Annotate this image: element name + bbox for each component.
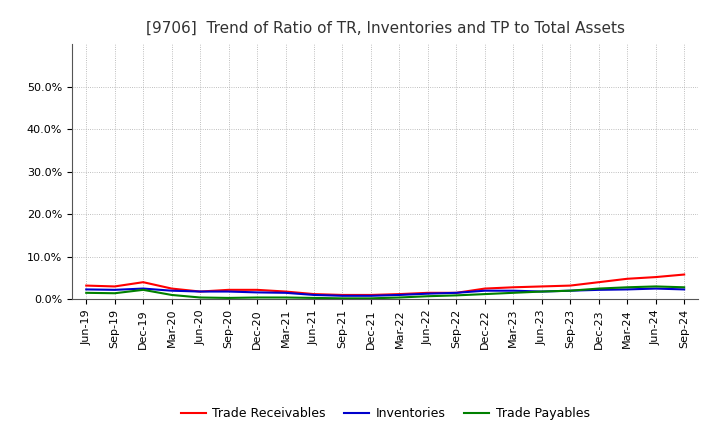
Trade Receivables — [509, 285, 518, 290]
Inventories — [480, 288, 489, 293]
Trade Receivables — [310, 291, 318, 297]
Trade Payables — [395, 295, 404, 300]
Inventories — [366, 293, 375, 298]
Inventories — [423, 291, 432, 296]
Line: Trade Payables: Trade Payables — [86, 286, 684, 298]
Trade Payables — [196, 295, 204, 300]
Trade Payables — [680, 285, 688, 290]
Trade Payables — [225, 295, 233, 301]
Inventories — [167, 288, 176, 293]
Inventories — [282, 290, 290, 296]
Inventories — [566, 288, 575, 293]
Trade Receivables — [282, 289, 290, 294]
Inventories — [310, 292, 318, 297]
Inventories — [82, 287, 91, 292]
Trade Receivables — [225, 287, 233, 293]
Trade Receivables — [423, 290, 432, 296]
Trade Receivables — [196, 289, 204, 294]
Inventories — [680, 287, 688, 292]
Trade Receivables — [680, 272, 688, 277]
Inventories — [110, 287, 119, 293]
Trade Receivables — [566, 283, 575, 288]
Trade Payables — [253, 295, 261, 300]
Trade Payables — [139, 287, 148, 293]
Trade Receivables — [395, 291, 404, 297]
Inventories — [652, 286, 660, 291]
Inventories — [395, 292, 404, 297]
Inventories — [253, 290, 261, 295]
Trade Payables — [282, 295, 290, 300]
Trade Receivables — [167, 286, 176, 291]
Inventories — [338, 293, 347, 298]
Trade Receivables — [652, 275, 660, 280]
Trade Payables — [452, 293, 461, 298]
Trade Receivables — [253, 287, 261, 293]
Trade Payables — [82, 290, 91, 296]
Inventories — [509, 288, 518, 293]
Trade Payables — [423, 293, 432, 299]
Trade Payables — [652, 284, 660, 289]
Inventories — [196, 289, 204, 294]
Trade Receivables — [366, 292, 375, 297]
Inventories — [595, 287, 603, 293]
Trade Payables — [366, 296, 375, 301]
Trade Payables — [623, 285, 631, 290]
Inventories — [537, 289, 546, 294]
Trade Receivables — [110, 284, 119, 289]
Inventories — [452, 290, 461, 296]
Trade Receivables — [537, 284, 546, 289]
Trade Payables — [310, 295, 318, 301]
Trade Payables — [509, 290, 518, 296]
Trade Receivables — [623, 276, 631, 282]
Inventories — [225, 289, 233, 294]
Trade Payables — [537, 289, 546, 294]
Trade Payables — [167, 292, 176, 297]
Title: [9706]  Trend of Ratio of TR, Inventories and TP to Total Assets: [9706] Trend of Ratio of TR, Inventories… — [145, 21, 625, 36]
Trade Receivables — [595, 279, 603, 285]
Inventories — [623, 287, 631, 292]
Inventories — [139, 286, 148, 291]
Trade Receivables — [480, 286, 489, 291]
Trade Payables — [480, 291, 489, 297]
Trade Receivables — [338, 292, 347, 297]
Trade Receivables — [139, 279, 148, 285]
Trade Payables — [338, 296, 347, 301]
Trade Payables — [566, 288, 575, 293]
Line: Trade Receivables: Trade Receivables — [86, 275, 684, 295]
Legend: Trade Receivables, Inventories, Trade Payables: Trade Receivables, Inventories, Trade Pa… — [176, 403, 595, 425]
Trade Payables — [595, 286, 603, 291]
Line: Inventories: Inventories — [86, 289, 684, 296]
Trade Payables — [110, 290, 119, 296]
Trade Receivables — [82, 283, 91, 288]
Trade Receivables — [452, 290, 461, 296]
